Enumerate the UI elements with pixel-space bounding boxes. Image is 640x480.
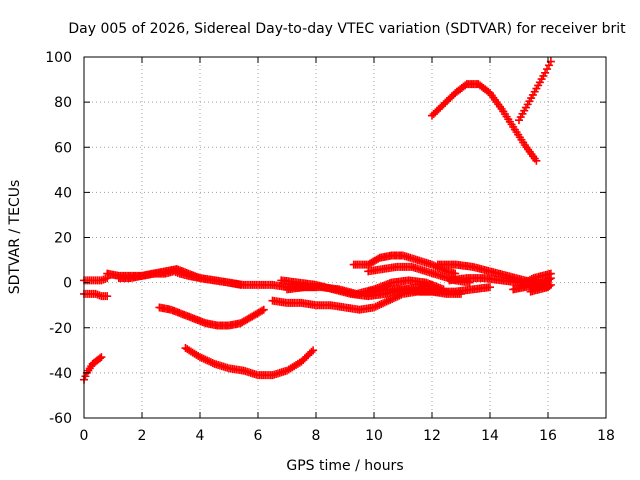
data-point (307, 347, 316, 356)
x-tick-label: 12 (423, 428, 441, 444)
x-tick-label: 2 (138, 428, 147, 444)
x-tick-label: 6 (254, 428, 263, 444)
data-point (524, 276, 533, 285)
data-point (520, 278, 529, 287)
y-tick-label: -20 (49, 321, 72, 337)
data-point (201, 355, 210, 364)
data-point (203, 356, 212, 365)
data-point (103, 292, 112, 301)
data-points (80, 57, 555, 384)
axis-ticks: 0 2 4 6 8 10 12 14 16 18 -60 -40 -20 0 20 40 60 80 100 (45, 50, 615, 444)
series-sat-11 (349, 251, 460, 278)
y-axis-title: SDTVAR / TECUs (7, 180, 23, 295)
data-point (545, 282, 554, 291)
y-tick-label: 40 (54, 185, 72, 201)
data-point (258, 306, 267, 315)
series-sat-07 (181, 344, 318, 380)
y-tick-label: 100 (45, 50, 72, 66)
series-sat-01 (80, 353, 106, 384)
data-point (197, 353, 206, 362)
series-sat-12 (364, 262, 474, 287)
series-sat-18 (526, 280, 555, 296)
data-point (379, 299, 388, 308)
y-tick-label: 20 (54, 231, 72, 247)
x-tick-label: 14 (481, 428, 499, 444)
data-point (371, 302, 380, 311)
data-point (208, 359, 217, 368)
x-axis-title: GPS time / hours (286, 458, 403, 474)
data-point (522, 277, 531, 286)
x-tick-label: 10 (365, 428, 383, 444)
series-sat-19 (428, 80, 541, 165)
data-point (259, 305, 268, 314)
data-point (384, 296, 393, 305)
data-point (375, 300, 384, 309)
data-point (544, 61, 553, 70)
x-tick-label: 16 (539, 428, 557, 444)
data-point (97, 353, 106, 362)
data-point (196, 353, 204, 362)
y-tick-label: 60 (54, 140, 72, 156)
data-point (532, 156, 541, 165)
data-point (95, 354, 104, 363)
series-sat-10 (283, 276, 448, 298)
series-sat-13 (364, 283, 494, 296)
y-tick-label: 0 (63, 276, 72, 292)
data-point (543, 65, 552, 74)
data-point (373, 301, 382, 310)
series-sat-06 (155, 303, 268, 330)
data-point (429, 261, 438, 270)
x-tick-label: 0 (80, 428, 89, 444)
data-point (199, 354, 208, 363)
data-point (370, 303, 378, 312)
data-point (382, 297, 391, 306)
x-tick-label: 18 (597, 428, 615, 444)
y-tick-label: -60 (49, 411, 72, 427)
data-point (309, 346, 318, 355)
data-point (486, 283, 494, 292)
x-tick-label: 8 (312, 428, 321, 444)
x-tick-label: 4 (196, 428, 205, 444)
data-point (527, 275, 536, 284)
data-point (205, 357, 214, 366)
data-point (546, 269, 555, 278)
chart-title: Day 005 of 2026, Sidereal Day-to-day VTE… (68, 21, 626, 37)
series-sat-20 (515, 57, 555, 125)
y-tick-label: -40 (49, 366, 72, 382)
y-tick-label: 80 (54, 95, 72, 111)
series-sat-17 (520, 269, 555, 287)
data-point (388, 294, 397, 303)
series-sat-02 (80, 289, 112, 301)
data-point (386, 295, 395, 304)
data-point (377, 300, 386, 309)
data-point (380, 298, 389, 307)
data-point (546, 280, 555, 289)
data-point (206, 358, 215, 367)
data-point (526, 275, 535, 284)
